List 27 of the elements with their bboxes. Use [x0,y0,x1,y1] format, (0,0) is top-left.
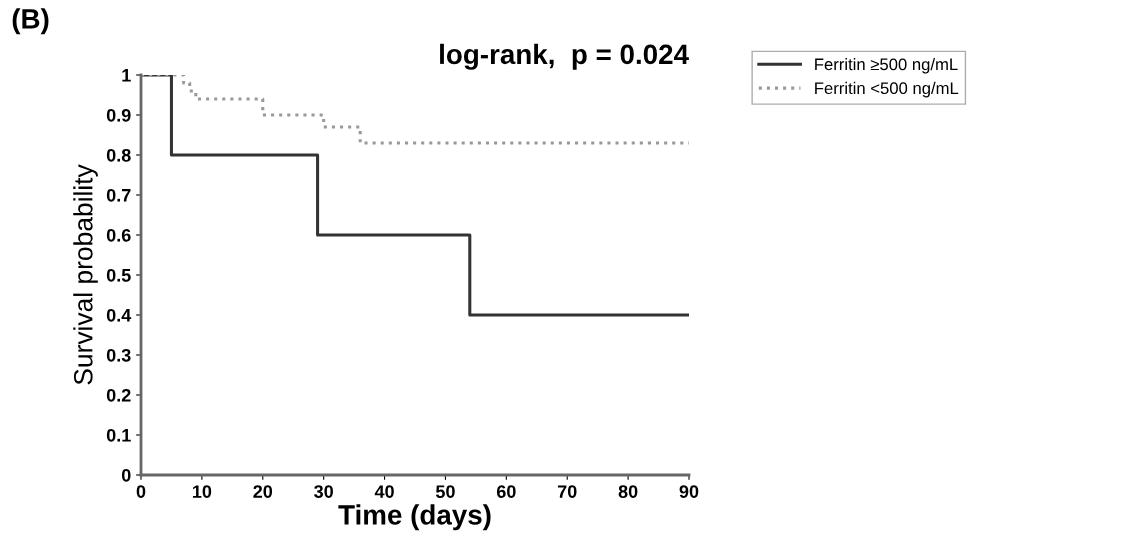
y-tick-label: 0.6 [106,228,131,242]
x-tick-label: 20 [253,485,273,498]
legend-label: Ferritin ≥500 ng/mL [815,58,958,74]
x-tick-label: 90 [679,485,699,498]
y-tick-label: 0.2 [106,388,131,402]
legend-label: Ferritin <500 ng/mL [815,81,959,98]
y-tick-label: 1 [122,69,131,82]
y-tick-label: 0.9 [106,108,131,122]
y-tick-label: 0 [121,468,131,482]
y-tick-label: 0.5 [106,268,131,282]
x-tick-label: 80 [618,485,638,498]
x-tick-label: 0 [136,485,146,498]
x-axis-title: Time (days) [338,504,491,531]
x-tick-label: 10 [192,485,212,498]
y-tick-label: 0.1 [106,428,131,442]
chart-title: log-rank, p = 0.024 [440,43,689,70]
x-tick-label: 40 [374,485,394,498]
text: (B) [12,8,49,35]
x-tick-label: 70 [557,485,577,498]
y-tick-label: 0.3 [106,348,131,362]
x-tick-label: 30 [314,485,333,499]
y-axis-title: Survival probability [73,164,98,385]
y-tick-label: 0.7 [106,188,131,202]
x-tick-label: 60 [496,485,516,498]
y-tick-label: 0.4 [106,308,132,322]
x-tick-label: 50 [435,485,455,498]
y-tick-label: 0.8 [106,148,131,162]
